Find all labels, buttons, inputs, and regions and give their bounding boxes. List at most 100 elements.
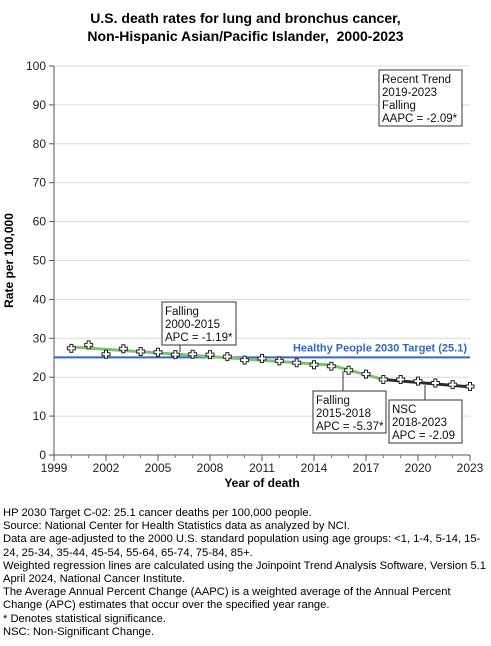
data-point [378, 375, 388, 385]
annotation-text: 2018-2023 [392, 417, 447, 429]
data-point-marker [222, 352, 232, 362]
data-point-marker [326, 361, 336, 371]
y-axis-title: Rate per 100,000 [2, 213, 16, 308]
data-point-marker [413, 376, 423, 386]
x-tick-label: 2023 [457, 461, 484, 475]
data-point-marker [257, 354, 267, 364]
annotation-frame [312, 390, 387, 434]
data-point [361, 369, 371, 379]
x-tick-label: 1999 [41, 461, 68, 475]
data-point [240, 355, 250, 365]
x-tick-label: 2002 [93, 461, 120, 475]
y-tick-label: 70 [33, 176, 47, 190]
data-point [430, 378, 440, 388]
data-point [448, 380, 458, 390]
x-axis-title: Year of death [224, 476, 299, 490]
annotation-text: Falling [382, 100, 416, 112]
annotation-text: Recent Trend [382, 74, 451, 86]
data-point [170, 350, 180, 360]
data-point-marker [153, 347, 163, 357]
x-tick-label: 2017 [353, 461, 380, 475]
chart-title-line-1: U.S. death rates for lung and bronchus c… [90, 10, 401, 26]
data-point-marker [188, 349, 198, 359]
y-tick-label: 0 [39, 448, 46, 462]
data-point-marker [136, 347, 146, 357]
data-point-marker [396, 375, 406, 385]
y-tick-label: 50 [33, 254, 47, 268]
data-point [153, 347, 163, 357]
chart-title-line-2: Non-Hispanic Asian/Pacific Islander, 200… [87, 28, 404, 44]
data-point-marker [430, 378, 440, 388]
footnote-nsc: NSC: Non-Significant Change. [3, 625, 155, 638]
y-tick-label: 60 [33, 215, 47, 229]
data-point [309, 360, 319, 370]
data-point [84, 340, 94, 350]
target-label: Healthy People 2030 Target (25.1) [293, 342, 467, 354]
data-point-marker [118, 344, 128, 354]
x-tick-label: 2011 [249, 461, 275, 475]
data-point-marker [170, 350, 180, 360]
data-point [413, 376, 423, 386]
annotation-text: APC = -2.09 [392, 430, 455, 442]
footnote-target: HP 2030 Target C-02: 25.1 cancer deaths … [3, 507, 312, 519]
x-tick-label: 2020 [405, 461, 432, 475]
data-point [465, 382, 475, 392]
data-point [118, 344, 128, 354]
footnote-age-adjust: Data are age-adjusted to the 2000 U.S. s… [3, 533, 481, 559]
data-point [66, 343, 76, 353]
y-tick-label: 100 [26, 59, 46, 73]
data-point-marker [361, 369, 371, 379]
annotation-text: APC = -1.19* [165, 332, 233, 344]
annotation-frame [378, 69, 463, 127]
footnote-aapc: The Average Annual Percent Change (AAPC)… [3, 586, 451, 612]
data-point-marker [309, 360, 319, 370]
data-point [274, 356, 284, 366]
annotation-text: NSC [392, 404, 416, 416]
data-point-marker [84, 340, 94, 350]
data-point-marker [66, 343, 76, 353]
data-point-marker [292, 358, 302, 368]
data-point [205, 350, 215, 360]
annotation-text: Falling [316, 395, 350, 407]
y-tick-label: 30 [33, 331, 47, 345]
y-tick-label: 40 [33, 292, 47, 306]
footnote-source: Source: National Center for Health Stati… [3, 520, 350, 533]
data-point [292, 358, 302, 368]
x-tick-label: 2008 [197, 461, 224, 475]
y-tick-label: 10 [33, 409, 47, 423]
data-point [136, 347, 146, 357]
data-point [344, 365, 354, 375]
data-point [396, 375, 406, 385]
data-point [222, 352, 232, 362]
chart-title: U.S. death rates for lung and bronchus c… [0, 9, 491, 45]
annotation-text: 2000-2015 [165, 319, 220, 331]
data-point-marker [465, 382, 475, 392]
line-chart: 0 10 20 30 40 50 60 70 80 90 100 1999 2002 2005 2008 20… [2, 59, 484, 490]
trend-segment-2 [329, 363, 385, 382]
data-point [257, 354, 267, 364]
data-point-marker [274, 356, 284, 366]
data-point-marker [101, 349, 111, 359]
y-tick-label: 80 [33, 137, 47, 151]
annotation-text: AAPC = -2.09* [382, 113, 458, 125]
data-point [188, 349, 198, 359]
annotation-text: 2019-2023 [382, 87, 437, 99]
annotation-text: Falling [165, 306, 199, 318]
x-tick-label: 2005 [145, 461, 172, 475]
annotation-text: APC = -5.37* [316, 421, 384, 433]
annotation-text: 2015-2018 [316, 408, 371, 420]
footnote-significance: * Denotes statistical significance. [3, 612, 166, 625]
data-point-marker [344, 365, 354, 375]
data-point-marker [205, 350, 215, 360]
x-tick-label: 2014 [301, 461, 328, 475]
annotation-frame [388, 399, 463, 444]
footnotes: HP 2030 Target C-02: 25.1 cancer deaths … [3, 507, 487, 639]
data-point [326, 361, 336, 371]
data-point-marker [448, 380, 458, 390]
data-point-marker [240, 355, 250, 365]
y-tick-label: 90 [33, 98, 47, 112]
